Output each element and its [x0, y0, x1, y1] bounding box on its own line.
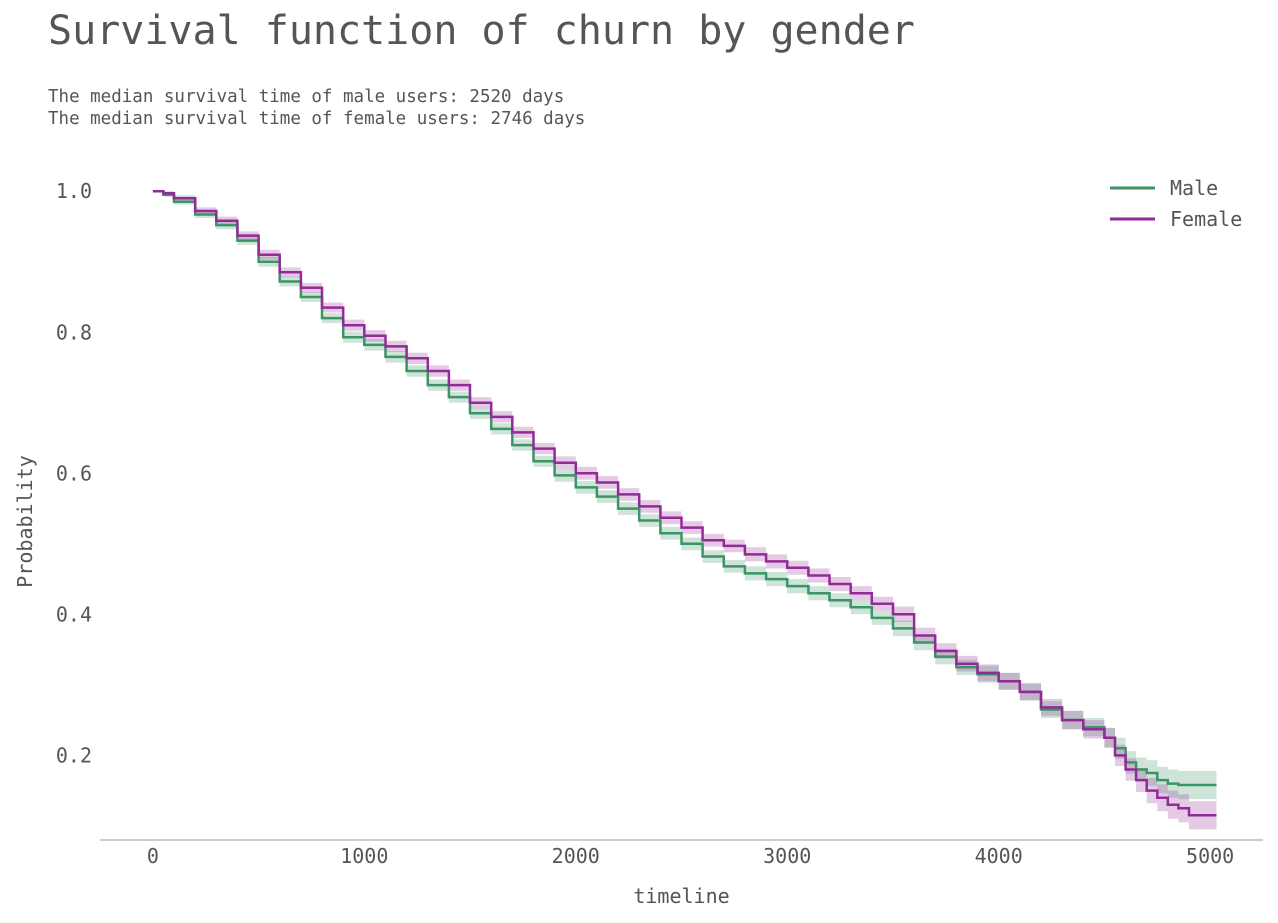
x-tick-label: 5000 — [1186, 844, 1234, 868]
median-male-text: The median survival time of male users: … — [48, 87, 565, 107]
x-tick-label: 0 — [147, 844, 159, 868]
y-tick-label: 0.2 — [56, 743, 92, 767]
x-tick-label: 3000 — [763, 844, 811, 868]
x-axis-label: timeline — [633, 884, 729, 908]
x-tick-label: 4000 — [975, 844, 1023, 868]
legend: Male Female — [1110, 176, 1242, 231]
x-axis-ticks: 0 1000 2000 3000 4000 5000 — [147, 844, 1234, 868]
y-tick-label: 1.0 — [56, 179, 92, 203]
x-tick-label: 1000 — [340, 844, 388, 868]
x-tick-label: 2000 — [552, 844, 600, 868]
survival-lines — [152, 189, 1217, 817]
y-axis-ticks: 0.2 0.4 0.6 0.8 1.0 — [56, 179, 92, 767]
legend-label-female: Female — [1170, 207, 1242, 231]
series-line-female — [152, 189, 1217, 817]
y-axis-label: Probability — [13, 455, 37, 587]
y-tick-label: 0.8 — [56, 320, 92, 344]
y-tick-label: 0.6 — [56, 461, 92, 485]
series-line-male — [152, 189, 1217, 787]
median-female-text: The median survival time of female users… — [48, 109, 586, 129]
chart-title: Survival function of churn by gender — [48, 8, 915, 54]
legend-label-male: Male — [1170, 176, 1218, 200]
y-tick-label: 0.4 — [56, 602, 92, 626]
